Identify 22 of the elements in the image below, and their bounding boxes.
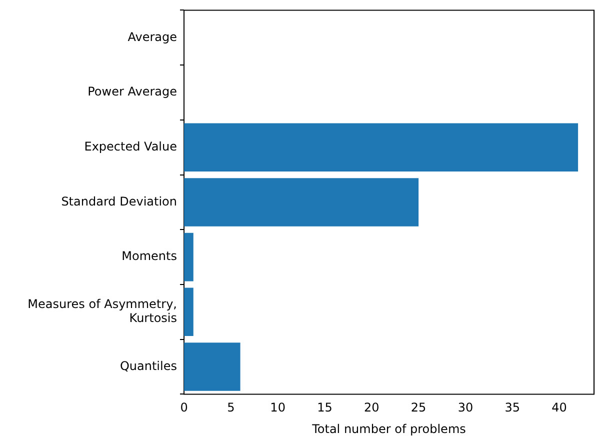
y-tick-label: Standard Deviation [61, 194, 177, 208]
y-tick-label: Measures of Asymmetry, Kurtosis [28, 296, 177, 326]
x-tick-label: 40 [552, 400, 567, 415]
y-tick-label: Average [128, 30, 177, 44]
x-tick-label: 15 [317, 400, 332, 415]
y-tick-label: Expected Value [84, 139, 177, 154]
x-tick-label: 30 [458, 400, 474, 415]
x-tick-label: 25 [410, 400, 426, 415]
bar [184, 178, 419, 226]
x-tick-label: 35 [504, 400, 520, 415]
y-tick-label: Moments [122, 249, 177, 264]
y-tick-label: Power Average [88, 84, 177, 99]
bar [184, 342, 240, 391]
x-tick-label: 0 [180, 400, 188, 415]
y-tick-label: Quantiles [120, 358, 177, 373]
x-tick-label: 10 [270, 400, 286, 415]
x-tick-label: 5 [227, 400, 235, 415]
bar [184, 232, 194, 282]
bar [184, 288, 194, 336]
x-tick-label: 20 [364, 400, 380, 415]
bar [184, 123, 578, 172]
x-axis-title: Total number of problems [311, 422, 466, 436]
